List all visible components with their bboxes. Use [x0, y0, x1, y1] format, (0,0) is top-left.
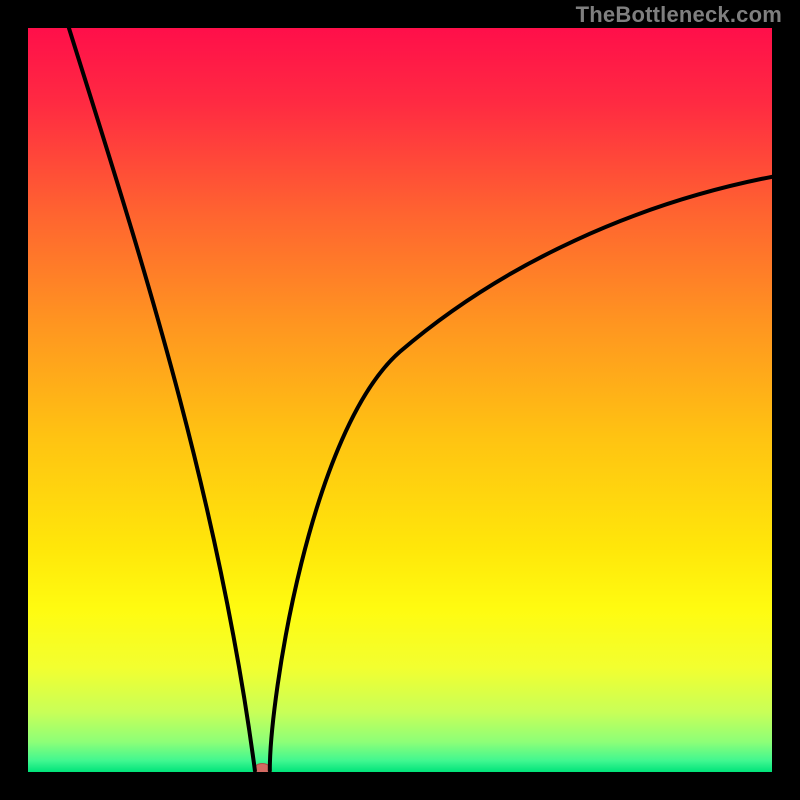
watermark-text: TheBottleneck.com — [576, 2, 782, 28]
chart-svg — [28, 28, 772, 772]
plot-area — [28, 28, 772, 772]
gradient-background — [28, 28, 772, 772]
